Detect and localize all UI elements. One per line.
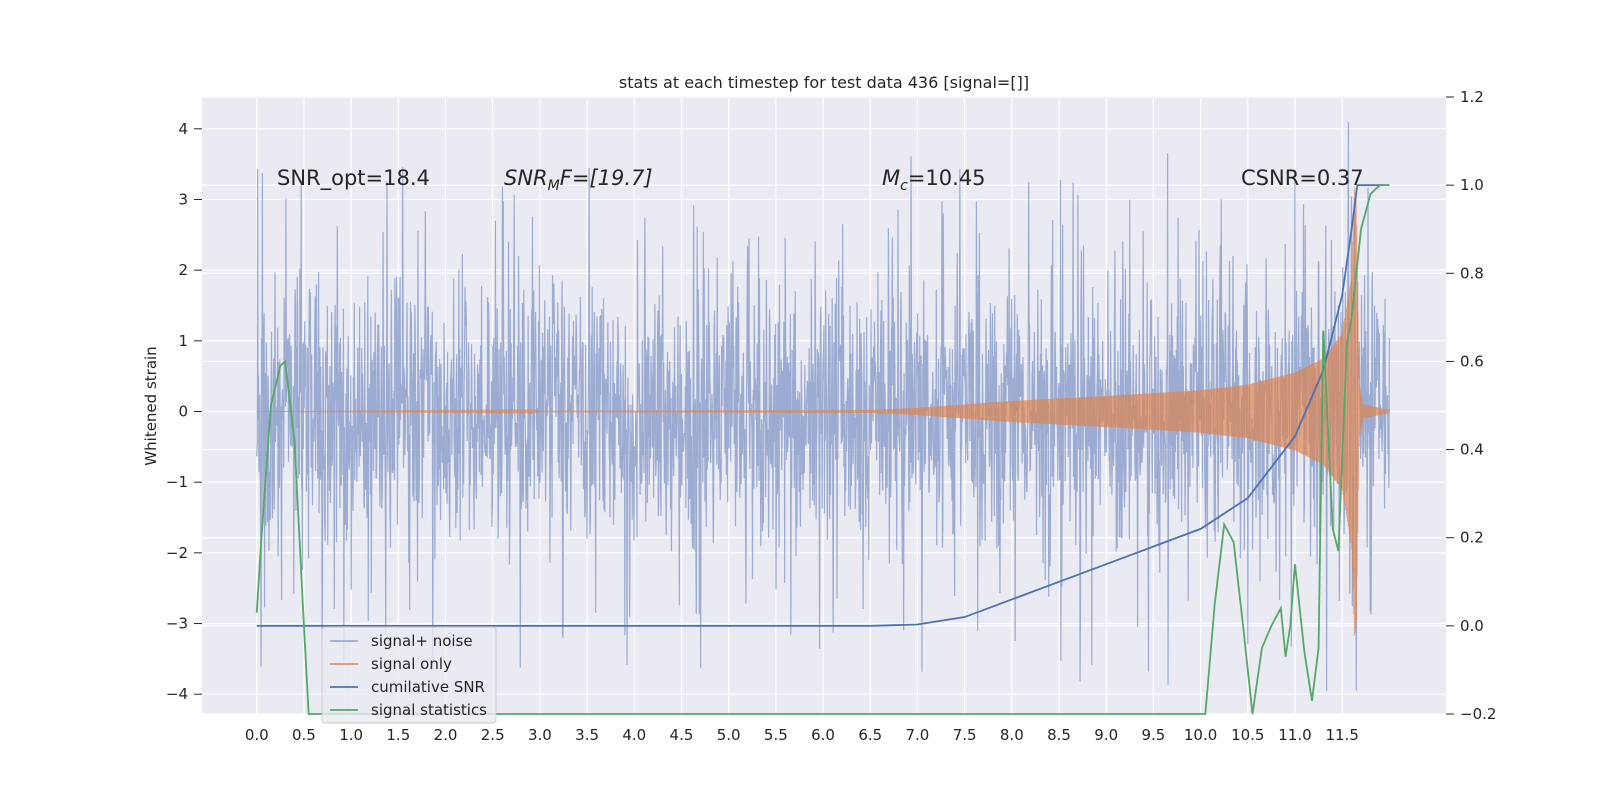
- x-tick-label: 1.5: [386, 726, 410, 744]
- y2-tick-label: 1.2: [1460, 88, 1484, 106]
- x-tick-label: 3.0: [528, 726, 552, 744]
- annotation-mc-sub: c: [900, 178, 908, 194]
- y-tick-label: 3: [178, 190, 188, 208]
- x-axis-ticks: 0.0 0.5 1.0 1.5 2.0 2.5 3.0 3.5 4.0 4.5 5.0 5.5 6.0 6…: [245, 726, 1359, 744]
- x-tick-label: 11.5: [1325, 726, 1358, 744]
- x-tick-label: 8.0: [1000, 726, 1024, 744]
- x-tick-label: 8.5: [1047, 726, 1071, 744]
- x-tick-label: 0.5: [292, 726, 316, 744]
- annotation-snr-mf-rest: F=[19.7]: [560, 166, 653, 190]
- y2-tick-label: 0.0: [1460, 617, 1484, 635]
- annotation-snr-mf: SNRMF=[19.7]: [504, 166, 653, 194]
- x-tick-label: 2.5: [481, 726, 505, 744]
- x-tick-label: 10.0: [1184, 726, 1217, 744]
- x-tick-label: 3.5: [575, 726, 599, 744]
- annotation-csnr: CSNR=0.37: [1241, 166, 1364, 190]
- x-tick-label: 5.0: [717, 726, 741, 744]
- legend: signal+ noise signal only cumilative SNR…: [321, 626, 497, 724]
- y-axis-label: Whitened strain: [142, 346, 160, 465]
- y2-tick-label: 0.2: [1460, 529, 1484, 547]
- y-tick-label: 1: [178, 332, 188, 350]
- plot-lines: [255, 121, 1390, 715]
- x-tick-label: 9.5: [1141, 726, 1165, 744]
- annotation-snr-opt: SNR_opt=18.4: [277, 166, 430, 191]
- legend-label-signal-only: signal only: [371, 655, 452, 673]
- legend-box: [321, 626, 497, 724]
- y2-tick-label: −0.2: [1460, 705, 1496, 723]
- x-tick-label: 10.5: [1231, 726, 1264, 744]
- x-tick-label: 6.5: [858, 726, 882, 744]
- legend-label-cumulative-snr: cumilative SNR: [371, 678, 485, 696]
- y-tick-label: 2: [178, 261, 188, 279]
- series-signal-statistics: [255, 184, 1390, 715]
- y-tick-label: −4: [166, 685, 188, 703]
- annotation-snr-mf-main: SNR: [504, 166, 548, 190]
- annotation-snr-mf-sub: M: [548, 178, 560, 194]
- series-cumulative-snr: [256, 184, 1390, 627]
- y-tick-label: −1: [166, 473, 188, 491]
- series-signal-only: [256, 187, 1390, 636]
- x-tick-label: 7.5: [953, 726, 977, 744]
- series-signal-noise: [256, 121, 1390, 691]
- x-tick-label: 1.0: [339, 726, 363, 744]
- legend-label-signal-statistics: signal statistics: [371, 701, 487, 719]
- x-tick-label: 5.5: [764, 726, 788, 744]
- y-tick-label: −2: [166, 544, 188, 562]
- y2-tick-label: 0.8: [1460, 264, 1484, 282]
- legend-label-signal-noise: signal+ noise: [371, 632, 473, 650]
- annotation-mc-main: M: [882, 166, 900, 190]
- right-axis-ticks: −0.2 0.0 0.2 0.4 0.6 0.8 1.0 1.2: [1446, 88, 1496, 723]
- y2-tick-label: 0.4: [1460, 441, 1484, 459]
- y-tick-label: 0: [178, 403, 188, 421]
- y2-tick-label: 0.6: [1460, 352, 1484, 370]
- chart-title: stats at each timestep for test data 436…: [619, 73, 1029, 92]
- x-tick-label: 7.0: [906, 726, 930, 744]
- y-tick-label: 4: [178, 120, 188, 138]
- annotation-mc-rest: =10.45: [908, 166, 986, 190]
- x-tick-label: 2.0: [434, 726, 458, 744]
- x-tick-label: 9.0: [1094, 726, 1118, 744]
- x-tick-label: 11.0: [1278, 726, 1311, 744]
- x-tick-label: 4.0: [622, 726, 646, 744]
- x-tick-label: 4.5: [670, 726, 694, 744]
- y-axis-ticks: −4 −3 −2 −1 0 1 2 3 4: [166, 120, 202, 703]
- x-tick-label: 6.0: [811, 726, 835, 744]
- x-tick-label: 0.0: [245, 726, 269, 744]
- annotation-mc: Mc=10.45: [882, 166, 986, 194]
- y2-tick-label: 1.0: [1460, 176, 1484, 194]
- y-tick-label: −3: [166, 615, 188, 633]
